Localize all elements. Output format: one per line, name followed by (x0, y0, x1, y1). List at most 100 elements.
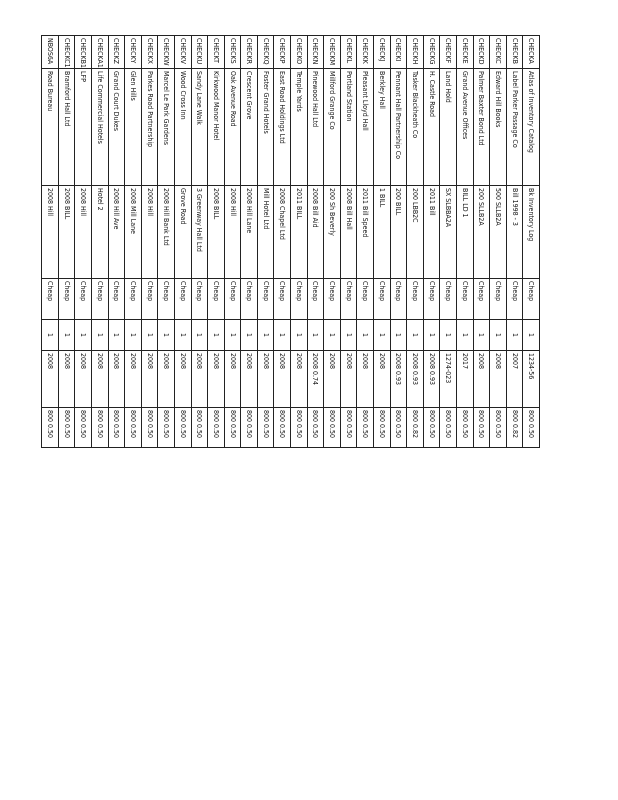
table-cell: Crescent Grove (240, 68, 258, 186)
table-cell: CHECKT (207, 35, 225, 69)
table-cell: 1 (91, 319, 109, 351)
table-cell: 2008 (340, 350, 357, 408)
table-cell: 2008 Hill (141, 185, 158, 279)
table-cell: 1 (274, 319, 291, 351)
table-cell: 800 0.50 (439, 407, 457, 448)
table-cell: 800 0.50 (423, 407, 440, 448)
table-cell: Pleasant Lloyd Hall (356, 68, 374, 186)
table-cell: Cheap (207, 278, 225, 320)
table-cell: CHECKH (406, 35, 424, 69)
data-table: CHECKA Atlas of Inventory Catalog Bk Inven… (41, 35, 540, 448)
table-row: CHECKN Pinewood Hall Ltd 2008 Bill Aid Chea… (307, 35, 324, 448)
table-cell: Cheap (522, 278, 540, 320)
table-cell: Pennant Hall Partnership Co (390, 68, 407, 186)
table-row: CHECKO Temple Yards 2011 BILL Cheap 1 2008 800… (290, 35, 308, 448)
table-cell: Mill Hotel Ltd (257, 185, 274, 279)
table-row: CHECKF Land Hold SX SLBBA2A Cheap 1 1274-023 8… (439, 35, 457, 448)
table-cell: Cheap (108, 278, 125, 320)
table-row: CHECKQ Foster Grand Hotels Mill Hotel Ltd C… (257, 35, 274, 448)
table-cell: 1 (423, 319, 440, 351)
table-cell: 800 0.82 (406, 407, 424, 448)
table-cell: 800 0.50 (174, 407, 192, 448)
table-cell: 2008 BILL (207, 185, 225, 279)
table-cell: 2008 Hill Ave (108, 185, 125, 279)
table-cell: 2011 Bill (423, 185, 440, 279)
table-cell: Cheap (274, 278, 291, 320)
table-cell: Oak Avenue Road (224, 68, 241, 186)
table-cell: 1 (174, 319, 192, 351)
table-cell: 1 (522, 319, 540, 351)
table-cell: Foster Grand Hotels (257, 68, 274, 186)
table-cell: Kirkwood Manor Hotel (207, 68, 225, 186)
table-cell: Life Commercial Hotels (91, 68, 109, 186)
table-cell: CHECKY (124, 35, 142, 69)
table-cell: 800 0.50 (307, 407, 324, 448)
table-cell: Cheap (506, 278, 523, 320)
table-cell: 800 0.50 (207, 407, 225, 448)
table-cell: 2008 (91, 350, 109, 408)
table-cell: 500 SLLB2A (489, 185, 507, 279)
table-cell: CHECKR (240, 35, 258, 69)
table-cell: Wood Cross Inn (174, 68, 192, 186)
table-row: NBOS6A Road Bureau 2008 Hill Cheap 1 2008 800 … (41, 35, 59, 448)
table-cell: 2008 (356, 350, 374, 408)
table-cell: 1 (489, 319, 507, 351)
table-cell: Cheap (91, 278, 109, 320)
table-cell: CHECKF (439, 35, 457, 69)
table-cell: CHECKI (390, 35, 407, 69)
table-row: CHECKI Pennant Hall Partnership Co 200 BIL… (390, 35, 407, 448)
table-cell: 2008 Hill (224, 185, 241, 279)
table-cell: CHECKN (307, 35, 324, 69)
table-row: CHECKC Edward Hill Books 500 SLLB2A Cheap 1 2… (489, 35, 507, 448)
table-row: CHECKB1 LFP 2008 Hill Cheap 1 2008 800 0.50 (74, 35, 92, 448)
table-cell: CHECKD (473, 35, 490, 69)
table-cell: 800 0.50 (41, 407, 59, 448)
table-row: CHECKV Wood Cross Inn Grove Road Cheap 1 2008… (174, 35, 192, 448)
table-cell: 2008 (257, 350, 274, 408)
table-cell: 1234-56 (522, 350, 540, 408)
table-cell: 2008 BILL (58, 185, 75, 279)
table-cell: Cheap (406, 278, 424, 320)
table-cell: Cheap (41, 278, 59, 320)
table-cell: Berkley Hall (373, 68, 391, 186)
table-cell: CHECKJ (373, 35, 391, 69)
table-cell: Sandy Lane Walk (191, 68, 208, 186)
table-cell: 2008 (224, 350, 241, 408)
table-cell: 800 0.50 (240, 407, 258, 448)
table-cell: 1 (506, 319, 523, 351)
table-cell: 800 0.50 (356, 407, 374, 448)
table-cell: Cheap (124, 278, 142, 320)
table-cell: Portland Station (340, 68, 357, 186)
table-cell: 800 0.50 (124, 407, 142, 448)
table-cell: CHECKO (290, 35, 308, 69)
table-cell: 800 0.50 (473, 407, 490, 448)
table-row: CHECKT Kirkwood Manor Hotel 2008 BILL Cheap… (207, 35, 225, 448)
table-cell: 1 (406, 319, 424, 351)
table-cell: CHECKM (323, 35, 341, 69)
table-cell: 2008 Chapel Ltd (274, 185, 291, 279)
table-cell: 2008 (274, 350, 291, 408)
table-row: CHECKD Palmer Baxter Bond Ltd 200 SLLB2A Ch… (473, 35, 490, 448)
table-cell: 2008 (489, 350, 507, 408)
table-cell: CHECKS (224, 35, 241, 69)
table-row: CHECKP East Road Holdings Ltd 2008 Chapel … (274, 35, 291, 448)
table-row: CHECKJ Berkley Hall 1 BILL Cheap 1 2008 800 0.… (373, 35, 391, 448)
table-cell: 800 0.50 (191, 407, 208, 448)
table-cell: 800 0.50 (224, 407, 241, 448)
table-cell: East Road Holdings Ltd (274, 68, 291, 186)
table-cell: 3 Greenway Hall Ltd (191, 185, 208, 279)
table-cell: Bill 1998 - 3 (506, 185, 523, 279)
table-cell: 200 Sh Beverly (323, 185, 341, 279)
table-cell: 800 0.50 (456, 407, 474, 448)
table-cell: 2008 (240, 350, 258, 408)
table-cell: Palmer Baxter Bond Ltd (473, 68, 490, 186)
table-cell: 2008 Mill Lane (124, 185, 142, 279)
table-cell: Cheap (307, 278, 324, 320)
table-row: CHECKG H. Castle Road 2011 Bill Cheap 1 2008 … (423, 35, 440, 448)
table-cell: Cheap (323, 278, 341, 320)
table-cell: Cheap (473, 278, 490, 320)
table-cell: 1 (207, 319, 225, 351)
table-cell: 800 0.50 (108, 407, 125, 448)
table-cell: 2008 (41, 350, 59, 408)
table-cell: 2008 0.93 (390, 350, 407, 408)
